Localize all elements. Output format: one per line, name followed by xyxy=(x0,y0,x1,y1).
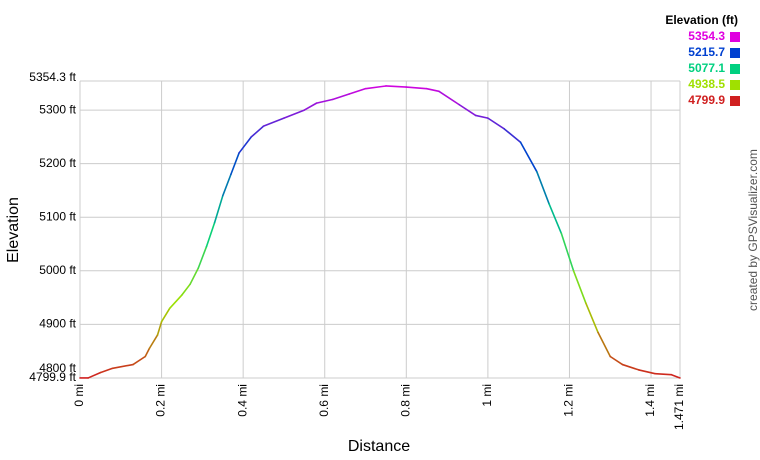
elevation-segment xyxy=(560,232,575,272)
elevation-segment xyxy=(189,267,200,285)
y-tick-label: 5100 ft xyxy=(39,209,76,223)
y-tick-label: 5300 ft xyxy=(39,102,76,116)
elevation-segment xyxy=(519,141,538,173)
elevation-segment xyxy=(205,221,216,248)
elevation-segment xyxy=(487,117,506,130)
elevation-segment xyxy=(385,85,408,88)
legend-label: 4938.5 xyxy=(688,77,725,91)
y-tick-label: 5000 ft xyxy=(39,263,76,277)
elevation-segment xyxy=(474,114,489,119)
elevation-segment xyxy=(99,367,114,374)
elevation-segment xyxy=(238,136,253,154)
elevation-segment xyxy=(197,245,208,269)
elevation-segment xyxy=(572,270,587,304)
y-tick-label: 4900 ft xyxy=(39,317,76,331)
elevation-segment xyxy=(156,320,163,336)
elevation-segment xyxy=(213,195,224,224)
elevation-segment xyxy=(144,347,151,358)
x-tick-label: 0 mi xyxy=(72,384,86,407)
y-tick-label: 5354.3 ft xyxy=(29,70,76,84)
elevation-segment xyxy=(609,355,624,366)
elevation-segment xyxy=(148,334,159,350)
legend-label: 5354.3 xyxy=(688,29,725,43)
elevation-segment xyxy=(364,85,387,90)
legend-label: 4799.9 xyxy=(688,93,725,107)
y-tick-label: 4800 ft xyxy=(39,361,76,375)
elevation-segment xyxy=(536,170,550,205)
x-tick-label: 1.4 mi xyxy=(643,384,657,417)
legend-label: 5077.1 xyxy=(688,61,725,75)
y-tick-label: 5200 ft xyxy=(39,156,76,170)
x-tick-label: 0.8 mi xyxy=(398,384,412,417)
elevation-segment xyxy=(548,203,563,235)
elevation-segment xyxy=(132,355,147,366)
x-tick-label: 1 mi xyxy=(480,384,494,407)
elevation-segment xyxy=(303,102,318,111)
elevation-segment xyxy=(654,372,673,376)
credit: created by GPSVisualizer.com xyxy=(746,149,760,311)
elevation-segment xyxy=(111,363,134,370)
x-tick-label: 0.4 mi xyxy=(235,384,249,417)
legend-swatch xyxy=(730,96,740,106)
elevation-segment xyxy=(250,125,265,138)
legend-label: 5215.7 xyxy=(688,45,725,59)
elevation-segment xyxy=(670,373,681,379)
legend-swatch xyxy=(730,80,740,90)
elevation-segment xyxy=(332,93,351,101)
elevation-segment xyxy=(348,87,367,95)
x-tick-label: 1.471 mi xyxy=(672,384,686,430)
elevation-segment xyxy=(638,369,656,375)
elevation-segment xyxy=(262,117,285,127)
elevation-segment xyxy=(181,283,191,296)
x-axis-title: Distance xyxy=(348,438,410,455)
legend-title: Elevation (ft) xyxy=(665,13,738,27)
legend-swatch xyxy=(730,64,740,74)
elevation-segment xyxy=(230,152,240,176)
elevation-segment xyxy=(621,363,640,371)
elevation-segment xyxy=(405,86,428,90)
legend-swatch xyxy=(730,48,740,58)
x-tick-label: 0.6 mi xyxy=(317,384,331,417)
y-tick-label: 4799.9 ft xyxy=(29,370,76,384)
elevation-segment xyxy=(458,103,477,117)
y-axis-title: Elevation xyxy=(5,197,22,263)
legend-swatch xyxy=(730,32,740,42)
elevation-segment xyxy=(597,331,612,358)
elevation-segment xyxy=(503,128,522,144)
elevation-segment xyxy=(584,302,599,334)
elevation-segment xyxy=(221,173,232,197)
elevation-segment xyxy=(438,90,461,106)
elevation-segment xyxy=(160,307,171,323)
elevation-segment xyxy=(425,87,440,93)
elevation-segment xyxy=(87,371,102,379)
x-tick-label: 1.2 mi xyxy=(562,384,576,417)
x-tick-label: 0.2 mi xyxy=(154,384,168,417)
elevation-segment xyxy=(168,294,183,310)
elevation-segment xyxy=(315,98,334,104)
elevation-segment xyxy=(283,109,306,119)
